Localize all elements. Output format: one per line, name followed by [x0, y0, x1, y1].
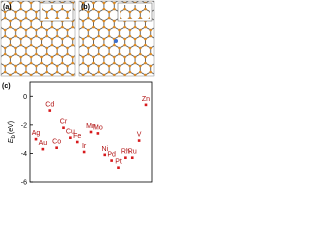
y-label-sub: b [11, 134, 17, 138]
panel-b: (b) [78, 0, 155, 77]
y-label-main: E [8, 138, 15, 143]
data-point [41, 147, 45, 151]
point-label: Cr [60, 119, 68, 126]
data-point [103, 153, 107, 157]
point-label: Mo [93, 124, 103, 131]
data-point [55, 146, 58, 150]
data-point [144, 103, 148, 107]
point-label: Ni [101, 146, 108, 153]
point-label: Fe [73, 133, 81, 140]
data-point [124, 156, 127, 160]
y-label-unit: (eV) [8, 121, 15, 134]
y-tick-label: -2 [21, 122, 27, 129]
panel-label: (a) [3, 4, 12, 11]
panel-a: (a) [0, 0, 76, 77]
data-point [34, 137, 38, 141]
y-axis-label: Eb(eV) [8, 121, 17, 143]
data-point [82, 150, 86, 154]
data-point [69, 136, 72, 140]
data-point [62, 126, 65, 130]
y-tick-label: -4 [21, 151, 27, 158]
data-point [117, 166, 120, 170]
point-label: Cd [45, 102, 54, 109]
panel-label: (b) [81, 4, 90, 11]
data-point [130, 156, 134, 160]
data-point [48, 109, 52, 112]
point-label: Zn [142, 96, 150, 103]
plot-frame [29, 81, 153, 183]
point-label: Mn [86, 123, 96, 130]
panel-label: (c) [2, 83, 11, 90]
point-label: Ru [128, 149, 137, 156]
data-point [137, 139, 141, 142]
point-label: V [137, 132, 142, 139]
point-label: Pd [107, 152, 116, 159]
point-label: Pt [115, 159, 122, 166]
point-label: Cu [66, 129, 75, 136]
figure: (a) (b) (c) Eb(eV) 0 -2 -4 -6 Ag Au Cd Co Cr CuFe… [0, 0, 155, 187]
point-label: Au [39, 140, 48, 147]
data-point [110, 159, 113, 162]
data-point [75, 140, 79, 144]
y-tick-label: 0 [23, 94, 27, 101]
point-label: Ag [32, 130, 41, 137]
point-label: Co [52, 139, 61, 146]
point-label: Rh [121, 149, 130, 156]
data-point [96, 132, 100, 135]
point-label: Ir [82, 143, 87, 150]
data-point [89, 130, 93, 134]
y-tick-label: -6 [21, 180, 27, 187]
